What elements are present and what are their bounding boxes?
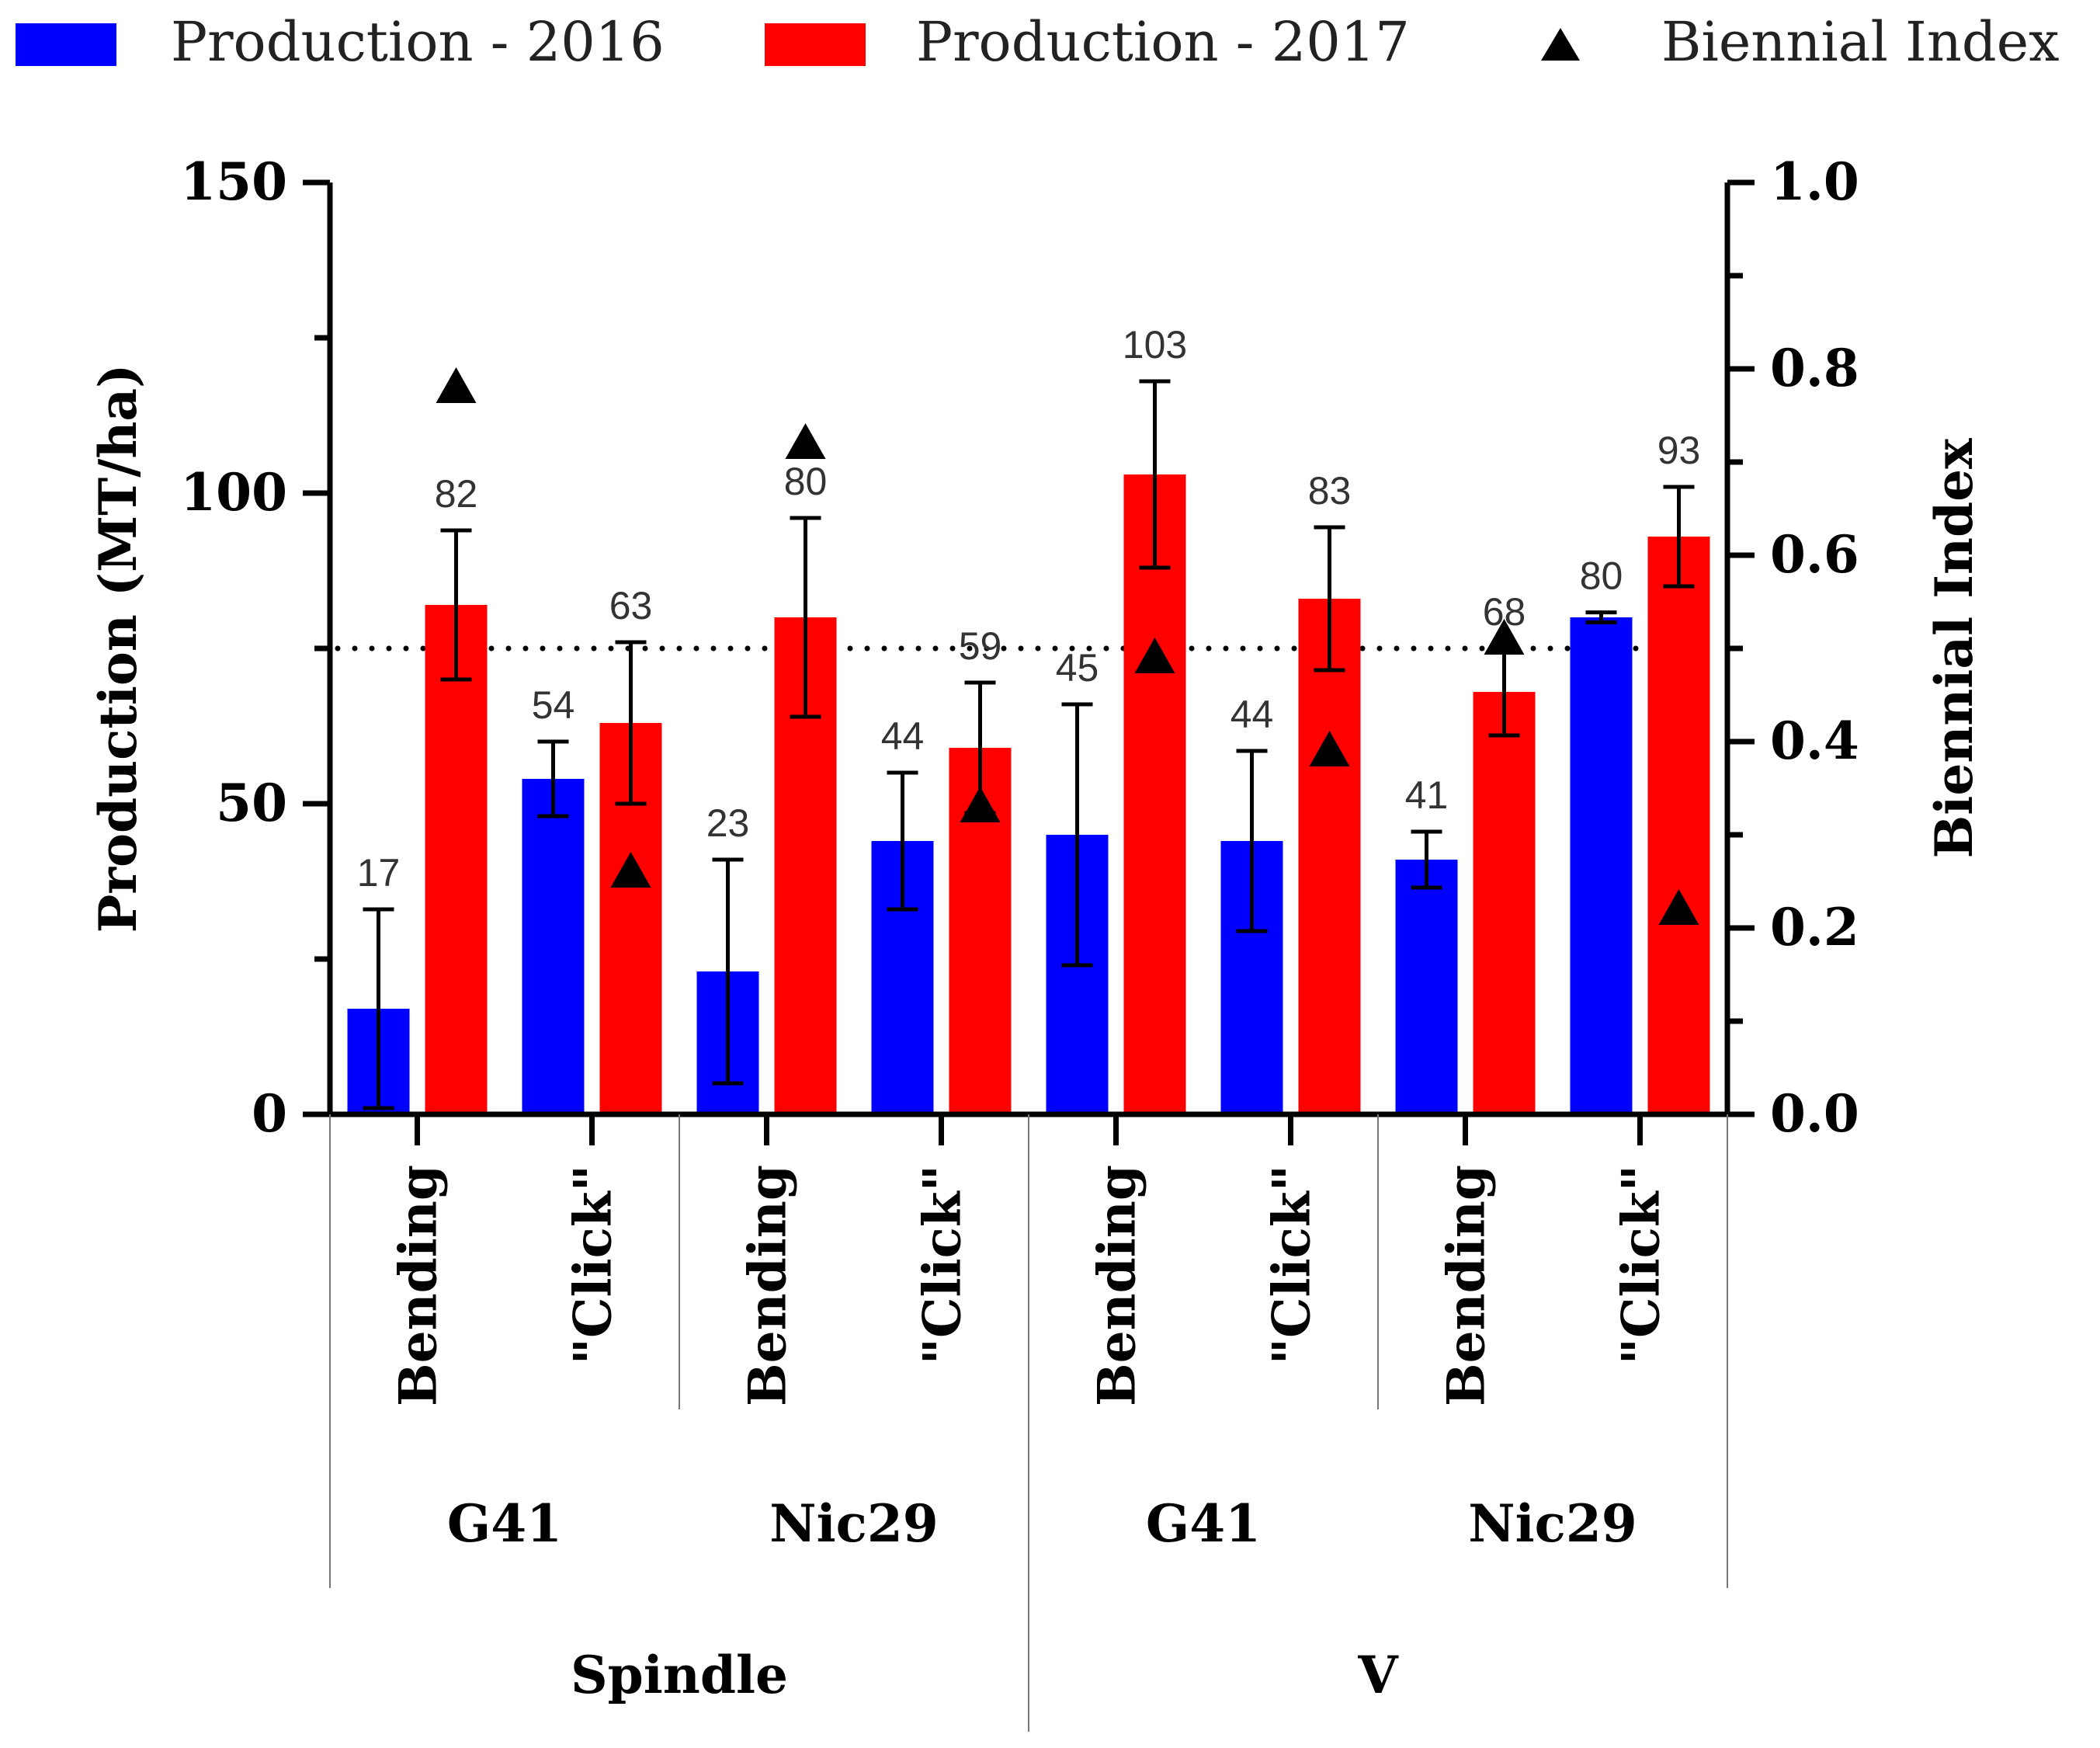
- y-left-tick-label: 100: [180, 462, 287, 523]
- biennial-index-marker-3: [785, 423, 826, 459]
- bar-2017-5: [1123, 474, 1186, 1114]
- y-right-tick-label: 0.2: [1770, 897, 1859, 957]
- value-label-2016-5: 45: [1056, 646, 1099, 690]
- x-category-label-4: "Click": [912, 1165, 973, 1364]
- biennial-index-marker-5: [1134, 638, 1175, 673]
- x-rootstock-label-1: G41: [447, 1493, 562, 1554]
- legend-triangle-icon: [1541, 28, 1580, 61]
- x-system-label-2: V: [1357, 1645, 1399, 1705]
- error-bar-2016-7: [1411, 829, 1442, 890]
- error-bar-2016-1: [363, 907, 394, 1110]
- value-label-2016-7: 41: [1405, 773, 1449, 817]
- x-rootstock-label-2: Nic29: [769, 1493, 938, 1554]
- axes: 0 50 100 150 0.0 0.2 0.4 0.6 0.8 1.0 Production (M…: [88, 151, 1984, 1144]
- bar-2016-2: [522, 779, 585, 1114]
- bar-2017-7: [1473, 692, 1536, 1114]
- biennial-index-marker-6: [1309, 731, 1350, 766]
- bar-2016-7: [1395, 860, 1458, 1114]
- legend-swatch-1: [16, 23, 116, 66]
- y-right-tick-label: 0.0: [1770, 1083, 1859, 1144]
- error-bar-2016-5: [1061, 702, 1093, 968]
- x-rootstock-label-4: Nic29: [1468, 1493, 1637, 1554]
- error-bar-2017-6: [1314, 525, 1345, 672]
- x-category-label-3: Bending: [738, 1165, 798, 1406]
- x-category-label-2: "Click": [563, 1165, 623, 1364]
- error-bar-2017-8: [1663, 485, 1695, 589]
- error-bar-2017-3: [790, 516, 821, 719]
- y-left-tick-label: 50: [216, 773, 287, 833]
- biennial-index-marker-4: [960, 787, 1001, 822]
- x-category-label-8: "Click": [1611, 1165, 1671, 1364]
- legend-label-1: Production - 2016: [171, 10, 665, 74]
- legend-label-3: Biennial Index: [1661, 10, 2060, 74]
- error-bar-2016-3: [712, 857, 744, 1086]
- value-label-2017-2: 63: [609, 584, 653, 627]
- error-bar-2016-4: [887, 770, 918, 912]
- value-label-2016-3: 23: [706, 801, 750, 845]
- bar-2017-8: [1647, 537, 1710, 1114]
- biennial-index-marker-7: [1484, 619, 1525, 655]
- value-label-2017-6: 83: [1308, 469, 1352, 513]
- x-category-label-6: "Click": [1262, 1165, 1322, 1364]
- value-label-2016-4: 44: [881, 714, 925, 758]
- value-label-2017-8: 93: [1657, 429, 1701, 472]
- x-category-label-5: Bending: [1087, 1165, 1147, 1406]
- x-category-label-1: Bending: [388, 1165, 449, 1406]
- legend-swatch-2: [765, 23, 866, 66]
- bar-2017-6: [1298, 599, 1361, 1114]
- value-label-2017-4: 59: [959, 624, 1002, 668]
- y-right-tick-label: 0.4: [1770, 711, 1859, 771]
- y-right-tick-label: 1.0: [1770, 151, 1859, 212]
- value-label-2017-5: 103: [1123, 323, 1187, 367]
- error-bar-2016-6: [1236, 749, 1268, 933]
- y-axis-left-title: Production (MT/ha): [88, 364, 148, 933]
- bar-2017-1: [425, 605, 488, 1114]
- biennial-index-marker-2: [610, 852, 651, 888]
- x-category-label-7: Bending: [1436, 1165, 1497, 1406]
- y-right-tick-label: 0.8: [1770, 338, 1859, 398]
- value-label-2016-8: 80: [1580, 554, 1623, 598]
- legend-label-2: Production - 2017: [916, 10, 1410, 74]
- x-rootstock-label-3: G41: [1146, 1493, 1261, 1554]
- error-bar-2016-8: [1585, 610, 1617, 624]
- x-axis-labels: Bending "Click" Bending "Click" Bending "Clic…: [329, 1114, 1728, 1732]
- y-left-tick-label: 150: [180, 151, 287, 212]
- biennial-index-marker-8: [1658, 889, 1699, 925]
- error-bar-2017-1: [440, 528, 472, 682]
- value-label-2016-1: 17: [357, 851, 401, 895]
- value-label-2016-2: 54: [532, 683, 575, 727]
- value-label-2017-1: 82: [435, 472, 478, 516]
- error-bar-2016-2: [537, 739, 569, 818]
- y-right-tick-label: 0.6: [1770, 524, 1859, 585]
- value-label-2016-6: 44: [1230, 693, 1274, 736]
- error-bar-2017-5: [1139, 379, 1171, 570]
- bar-2016-8: [1570, 617, 1633, 1114]
- legend: Production - 2016 Production - 2017 Bienni…: [16, 10, 2060, 74]
- y-axis-right-title: Biennial Index: [1924, 438, 1984, 859]
- biennial-index-marker-1: [436, 367, 477, 403]
- error-bar-2017-2: [615, 640, 647, 806]
- x-system-label-1: Spindle: [571, 1645, 788, 1705]
- y-left-tick-label: 0: [252, 1083, 287, 1144]
- value-label-2017-3: 80: [784, 460, 828, 503]
